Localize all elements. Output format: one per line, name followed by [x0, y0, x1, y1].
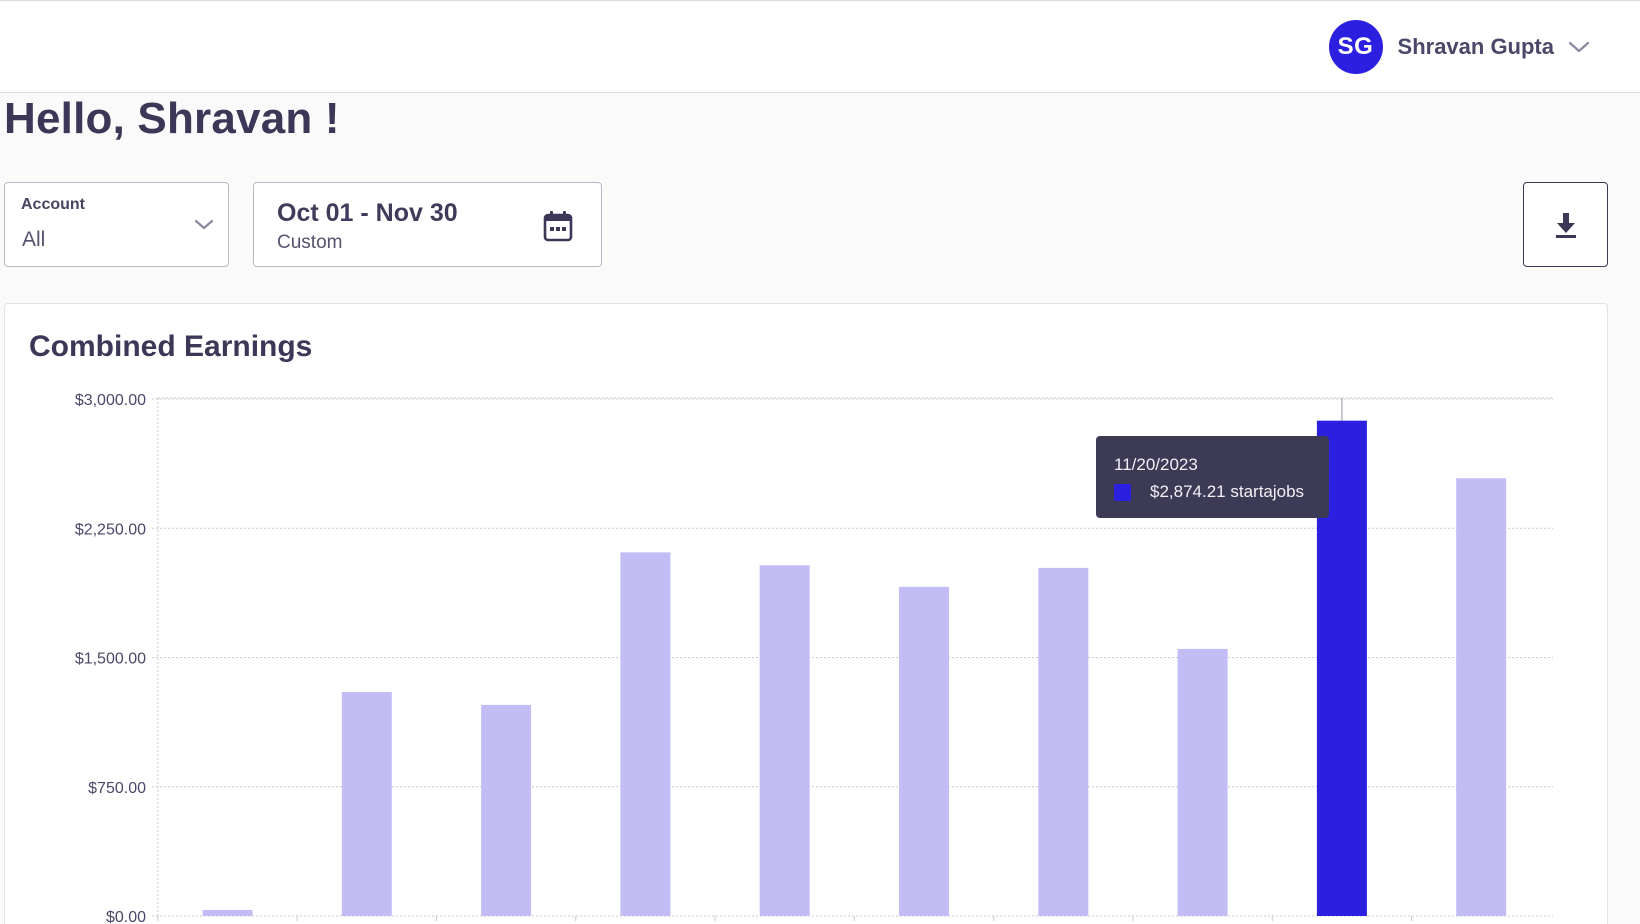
account-select[interactable]: Account All [4, 182, 229, 267]
y-tick-label: $1,500.00 [75, 651, 146, 668]
account-label: Account [21, 196, 85, 213]
date-range-picker[interactable]: Oct 01 - Nov 30 Custom [253, 182, 602, 267]
date-range-preset: Custom [277, 232, 343, 253]
y-tick-label: $2,250.00 [75, 521, 146, 538]
chart-tooltip: 11/20/2023 $2,874.21 startajobs [1096, 436, 1329, 518]
account-value[interactable]: All [22, 228, 46, 251]
avatar[interactable]: SG [1328, 20, 1383, 74]
chart-title: Combined Earnings [29, 330, 313, 363]
bar[interactable] [1038, 567, 1089, 916]
chevron-down-icon[interactable] [1568, 40, 1590, 54]
chevron-down-icon[interactable] [194, 218, 214, 231]
top-bar: SG Shravan Gupta [0, 0, 1640, 93]
bar[interactable] [1177, 648, 1228, 916]
tooltip-date: 11/20/2023 [1114, 455, 1198, 474]
calendar-icon[interactable] [543, 210, 573, 242]
tooltip-value: $2,874.21 startajobs [1150, 482, 1305, 501]
user-name[interactable]: Shravan Gupta [1397, 34, 1554, 59]
bar[interactable] [620, 552, 671, 916]
bar[interactable] [1456, 478, 1507, 916]
page-title: Hello, Shravan ! [4, 94, 340, 143]
download-icon [1555, 212, 1576, 238]
y-tick-label: $750.00 [88, 780, 146, 797]
series-swatch [1114, 483, 1131, 501]
user-menu[interactable]: SG Shravan Gupta [1328, 20, 1590, 74]
y-tick-label: $0.00 [106, 909, 146, 924]
download-button[interactable] [1523, 182, 1608, 267]
bar[interactable] [341, 691, 392, 916]
y-tick-label: $3,000.00 [75, 392, 146, 409]
bar[interactable] [202, 909, 253, 916]
bar[interactable] [759, 565, 810, 916]
date-range-value[interactable]: Oct 01 - Nov 30 [277, 199, 458, 227]
tooltip-row: $2,874.21 startajobs [1114, 482, 1304, 502]
bar[interactable] [481, 704, 532, 916]
bar[interactable] [899, 586, 949, 916]
